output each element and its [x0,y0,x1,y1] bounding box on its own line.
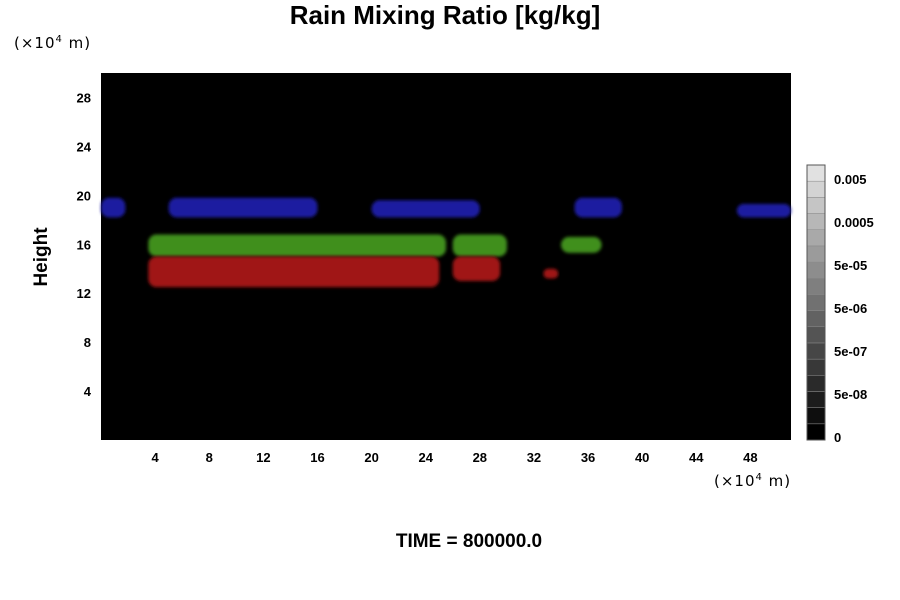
colorbar-label: 0.0005 [834,215,874,230]
region-blue-band-2 [371,200,480,218]
y-tick-12: 12 [77,286,91,301]
colorbar-label: 5e-08 [834,387,867,402]
y-tick-16: 16 [77,237,91,252]
y-tick-28: 28 [77,90,91,105]
colorbar-segment [806,423,826,441]
colorbar-segment [806,229,826,247]
region-blue-band-3 [574,197,622,218]
region-green-band-5 [148,234,446,257]
x-tick-20: 20 [364,450,378,465]
colorbar-segment [806,294,826,311]
y-tick-20: 20 [77,188,91,203]
colorbar-label: 5e-06 [834,301,867,316]
colorbar-label: 0.005 [834,172,867,187]
time-label: TIME = 800000.0 [395,531,543,552]
region-blue-band-east-4 [736,203,791,218]
x-tick-24: 24 [418,450,433,465]
region-red-band-9 [452,256,501,281]
data-regions [101,197,791,288]
colorbar-label: 0 [834,430,841,445]
colorbar-label: 5e-05 [834,258,867,273]
x-tick-40: 40 [635,450,649,465]
colorbar-segment [806,310,826,328]
colorbar-segment [806,358,826,376]
x-tick-4: 4 [152,450,160,465]
region-red-band-8 [148,256,440,288]
colorbar-segment [806,277,826,295]
region-red-band-10 [543,268,559,279]
colorbar-segment [806,261,826,279]
colorbar-segment [806,407,826,425]
x-tick-8: 8 [206,450,213,465]
x-tick-16: 16 [310,450,324,465]
y-unit-prefix: (×10 [14,34,56,52]
colorbar-segment [806,326,826,344]
x-tick-12: 12 [256,450,270,465]
y-unit-exponent: 4 [55,34,63,45]
colorbar-segment [806,197,826,214]
colorbar-segment [806,342,826,360]
y-tick-labels: 4 8 12 16 20 24 28 [77,90,92,399]
x-unit-exponent: 4 [755,472,763,483]
y-tick-8: 8 [84,335,91,350]
y-tick-24: 24 [77,139,92,154]
region-blue-band-1 [168,197,318,218]
x-unit-label: (×104 m) [714,472,791,490]
x-unit-prefix: (×10 [714,472,756,490]
colorbar-segment [806,391,826,408]
x-tick-48: 48 [743,450,757,465]
x-tick-28: 28 [473,450,487,465]
y-tick-4: 4 [84,384,92,399]
region-green-band-7 [561,236,602,253]
x-tick-labels: 4 8 12 16 20 24 28 32 36 40 44 48 [152,450,758,465]
colorbar-segment [806,213,826,230]
x-unit-suffix: m) [762,472,792,490]
region-green-band-6 [452,234,507,257]
colorbar-segment [806,180,826,198]
x-tick-44: 44 [689,450,704,465]
colorbar-segment [806,245,826,263]
x-tick-32: 32 [527,450,541,465]
region-blue-band-west-0 [101,197,126,218]
colorbar-frame [806,164,826,441]
y-unit-label: (×104 m) [14,34,91,52]
colorbar-segment [806,375,826,392]
chart-title: Rain Mixing Ratio [kg/kg] [289,0,601,30]
y-unit-suffix: m) [62,34,92,52]
colorbar-label: 5e-07 [834,344,867,359]
colorbar-segment [806,164,826,182]
colorbar: 0.005 0.0005 5e-05 5e-06 5e-07 5e-08 0 [806,164,874,445]
x-tick-36: 36 [581,450,595,465]
